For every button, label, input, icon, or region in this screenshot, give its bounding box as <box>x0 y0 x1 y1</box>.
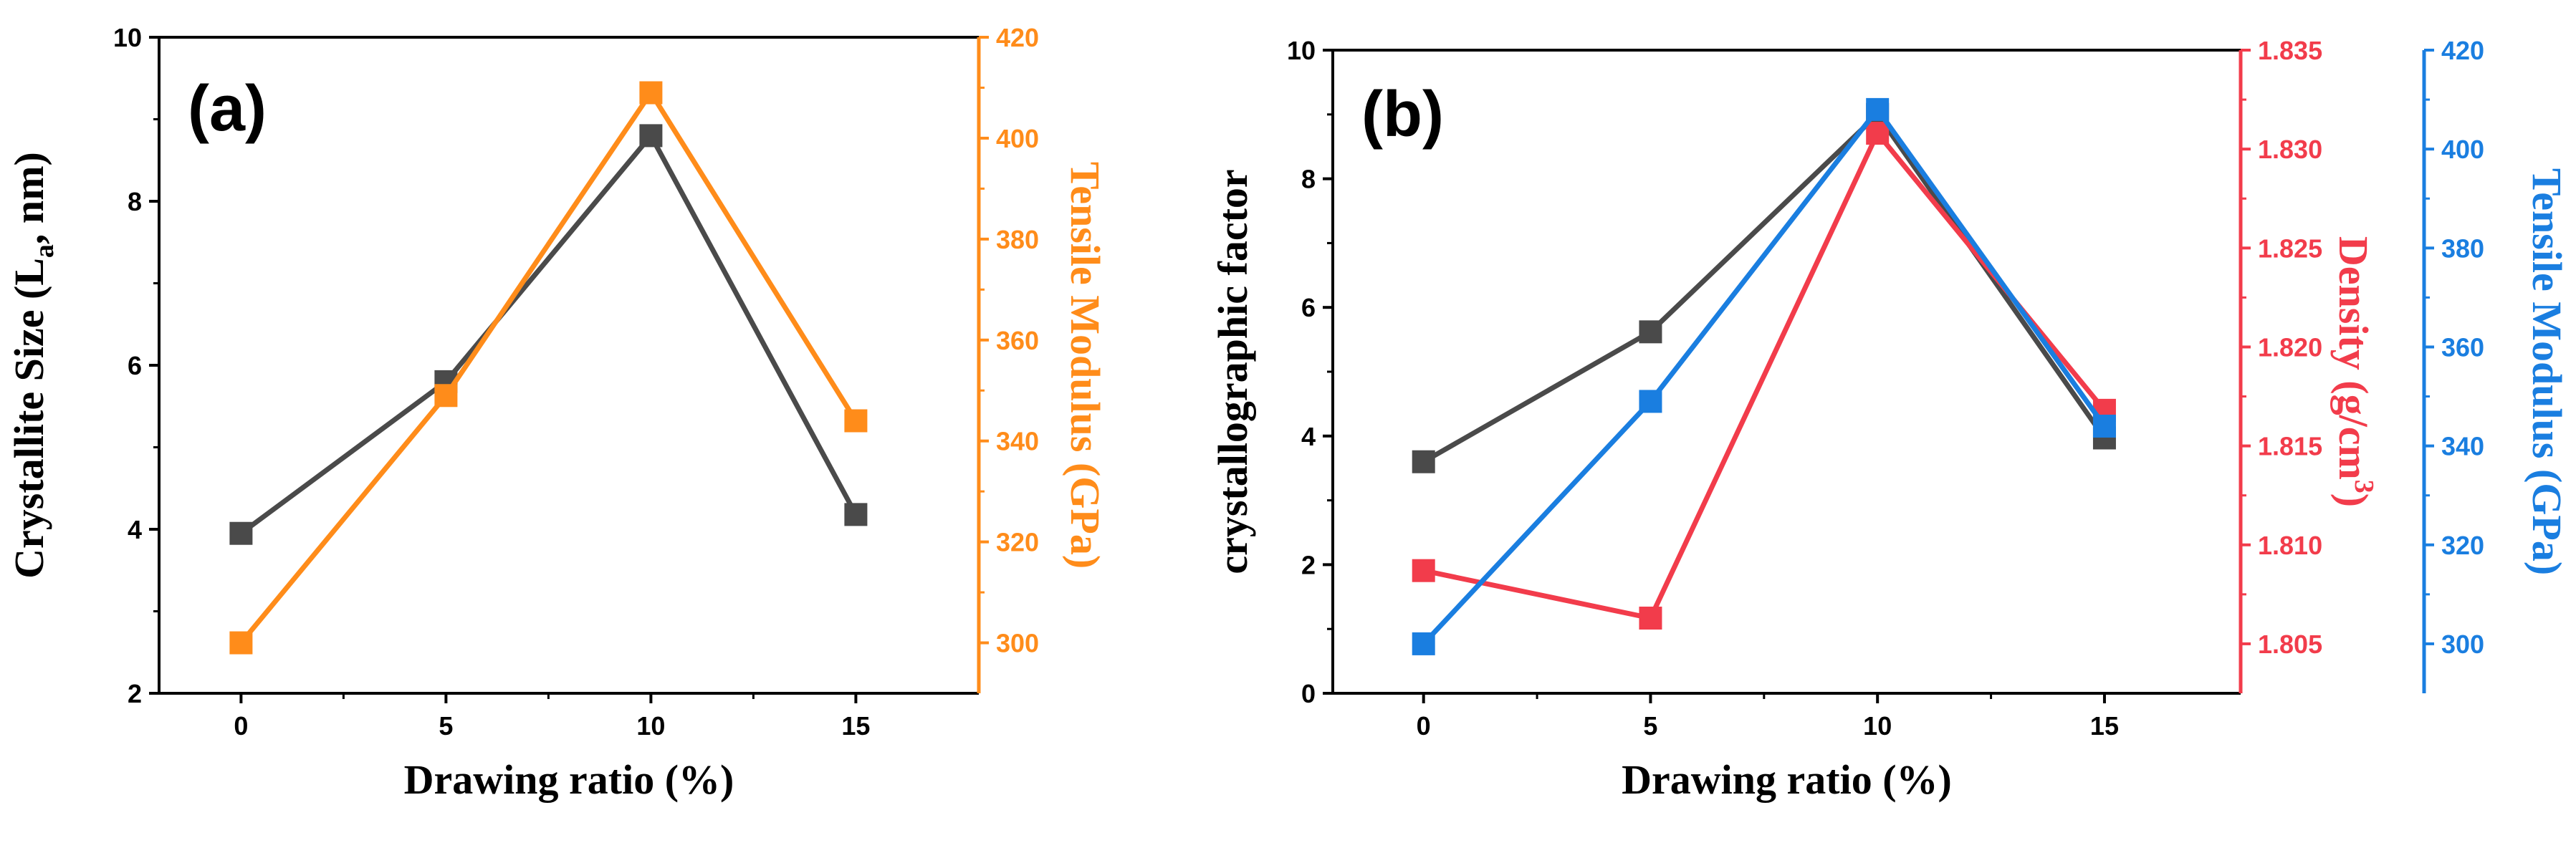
y-left-label-text: crystallographic factor <box>1210 169 1256 574</box>
data-point-tensile-modulus <box>639 81 663 105</box>
data-point-density <box>1639 607 1662 630</box>
x-tick-label: 0 <box>234 711 248 741</box>
y-left-tick-label: 4 <box>128 515 142 544</box>
x-tick-label: 10 <box>1863 711 1892 741</box>
data-point-crystallite-size <box>844 503 868 526</box>
y-left-tick-label: 6 <box>128 351 142 380</box>
series-line-tensile-modulus <box>239 88 858 645</box>
panel-b: 0 5 10 15 Drawing ratio (%) 0 2 4 6 8 10 crystallog… <box>1210 36 2570 803</box>
y-right-tick-label: 340 <box>2441 432 2484 461</box>
y-left-tick-label: 4 <box>1301 422 1316 451</box>
series-line-crystallographic-factor <box>1422 110 2107 464</box>
data-point-crystallite-size <box>229 521 253 545</box>
series-line-tensile-modulus <box>1422 105 2107 646</box>
y-right-tick-label: 420 <box>2441 36 2484 65</box>
y-left-tick-label: 2 <box>1301 550 1316 579</box>
data-point-tensile-modulus <box>229 631 253 655</box>
panel-a: 0 5 10 15 Drawing ratio (%) 2 4 6 8 10 Crystallite… <box>6 23 1109 803</box>
panel-label: (b) <box>1361 79 1444 150</box>
panel-label: (a) <box>188 73 267 145</box>
x-tick-label: 15 <box>2090 711 2119 741</box>
data-point-tensile-modulus <box>1866 97 1890 121</box>
series-line-density <box>1422 128 2107 621</box>
y-right-axis-label: Tensile Modulus (GPa) <box>1062 162 1109 569</box>
y-right-label-text: Tensile Modulus (GPa) <box>2524 168 2570 575</box>
y-left-axis-label: crystallographic factor <box>1210 169 1256 574</box>
x-axis-label: Drawing ratio (%) <box>404 756 734 803</box>
data-point-crystallite-size <box>639 124 663 148</box>
y-right-tick-label: 420 <box>996 23 1039 52</box>
y-right-tick-label: 1.825 <box>2258 233 2322 263</box>
y-right-tick-label: 320 <box>996 528 1039 557</box>
data-point-tensile-modulus <box>844 409 868 433</box>
y-left-label-sub: a <box>29 244 59 258</box>
y-left-label-tail: , nm) <box>6 152 52 244</box>
y-left-tick-label: 8 <box>128 187 142 216</box>
y-right-tick-label: 360 <box>996 326 1039 355</box>
y-left-tick-label: 8 <box>1301 165 1316 194</box>
y-right-tick-label: 1.830 <box>2258 135 2322 164</box>
y-right-tick-label: 400 <box>2441 135 2484 164</box>
x-tick-label: 10 <box>636 711 665 741</box>
x-axis-label: Drawing ratio (%) <box>1622 756 1952 803</box>
y-right-axis-label: Density (g/cm3) <box>2330 236 2379 507</box>
y-left-tick-label: 10 <box>1287 36 1316 65</box>
y-left-axis-label: Crystallite Size (La, nm) <box>6 152 59 579</box>
y-right-tick-label: 380 <box>996 225 1039 254</box>
y-right-tick-label: 360 <box>2441 332 2484 362</box>
y-right-tick-label: 340 <box>996 427 1039 456</box>
y-right-tick-label: 300 <box>996 629 1039 658</box>
x-tick-label: 0 <box>1417 711 1431 741</box>
y-right-label-sup: 3 <box>2349 480 2379 493</box>
x-tick-label: 5 <box>1643 711 1657 741</box>
y-right-tick-label: 1.815 <box>2258 432 2322 461</box>
data-point-tensile-modulus <box>434 384 458 408</box>
data-point-tensile-modulus <box>1639 390 1662 413</box>
y-right-tick-label: 300 <box>2441 630 2484 659</box>
y-left-tick-label: 10 <box>113 23 142 52</box>
y-right-label-text: Tensile Modulus (GPa) <box>1062 162 1109 569</box>
y-left-tick-label: 0 <box>1301 679 1316 708</box>
data-point-crystallographic-factor <box>1639 320 1662 344</box>
y-right-label-main: Density (g/cm <box>2330 236 2377 480</box>
y-left-tick-label: 6 <box>1301 293 1316 322</box>
data-point-tensile-modulus <box>2092 414 2116 438</box>
data-point-density <box>1412 559 1435 582</box>
y-left-label-main: Crystallite Size (L <box>6 258 52 579</box>
data-point-tensile-modulus <box>1412 632 1435 655</box>
y-right-tick-label: 320 <box>2441 531 2484 560</box>
data-point-crystallographic-factor <box>1412 450 1435 473</box>
y-right-tick-label: 1.820 <box>2258 332 2322 362</box>
y-left-tick-label: 2 <box>128 679 142 708</box>
y-right-tick-label: 1.805 <box>2258 630 2322 659</box>
y-right-tick-label: 1.810 <box>2258 531 2322 560</box>
y-right-tick-label: 400 <box>996 124 1039 153</box>
y-right-label-tail: ) <box>2330 493 2377 507</box>
data-point-density <box>1866 122 1890 145</box>
y-right-axis-label: Tensile Modulus (GPa) <box>2524 168 2570 575</box>
x-tick-label: 15 <box>841 711 870 741</box>
y-right-tick-label: 380 <box>2441 233 2484 263</box>
series-line-crystallite-size <box>239 131 858 536</box>
x-tick-label: 5 <box>439 711 453 741</box>
y-right-tick-label: 1.835 <box>2258 36 2322 65</box>
